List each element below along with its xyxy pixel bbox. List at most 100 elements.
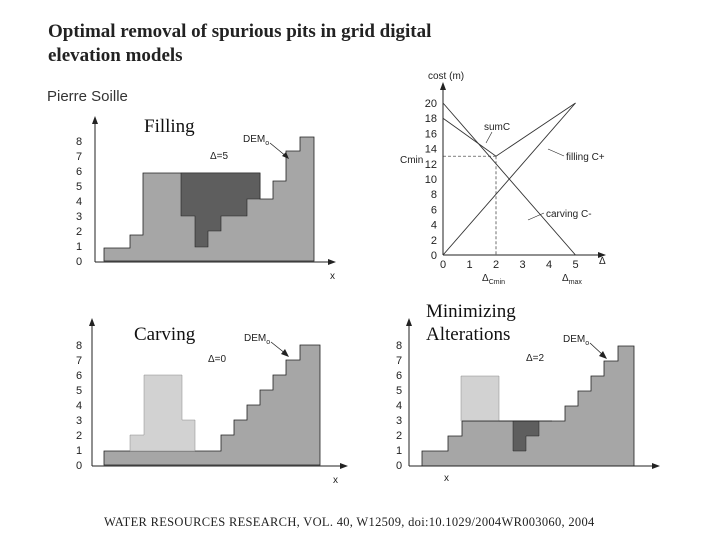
filling-cplus-label: filling C+ — [566, 152, 605, 163]
minimizing-ytick: 1 — [396, 445, 402, 457]
author: Pierre Soille — [47, 88, 128, 105]
minimizing-dem-label: DEMo — [563, 334, 589, 347]
carving-ytick: 6 — [76, 370, 82, 382]
filling-delta: Δ=5 — [210, 151, 229, 162]
cost-series-line-2 — [442, 102, 576, 256]
carving-panel: x 0 1 2 3 4 5 6 7 8 DEMo Δ=0 — [76, 318, 348, 486]
carving-dem-arrowhead — [281, 349, 289, 357]
carving-delta: Δ=0 — [208, 354, 227, 365]
cost-x-label: Δ — [599, 256, 606, 267]
cost-guides — [443, 155, 497, 255]
minimizing-delta: Δ=2 — [526, 353, 545, 364]
filling-ytick: 0 — [76, 256, 82, 268]
filling-ytick: 1 — [76, 241, 82, 253]
minimizing-label-line-2: Alterations — [426, 324, 511, 345]
filling-leader — [547, 148, 565, 157]
cost-ytick: 6 — [431, 204, 437, 216]
minimizing-carved-bump — [460, 375, 500, 422]
filling-y-ticks: 0 1 2 3 4 5 6 7 8 — [76, 136, 82, 268]
cost-x-arrow — [598, 252, 606, 258]
cost-x-ticks: 0 1 2 3 4 5 — [440, 259, 579, 271]
minimizing-ytick: 7 — [396, 355, 402, 367]
minimizing-dem-terrain — [421, 345, 635, 467]
carving-ytick: 7 — [76, 355, 82, 367]
filling-x-arrow — [328, 259, 336, 265]
filling-ytick: 3 — [76, 211, 82, 223]
carving-dem-label: DEMo — [244, 333, 270, 346]
minimizing-label-line-1: Minimizing — [426, 301, 516, 322]
filling-ytick: 6 — [76, 166, 82, 178]
filling-ytick: 4 — [76, 196, 82, 208]
delta-max-label: Δmax — [562, 273, 582, 286]
carving-x-arrow — [340, 463, 348, 469]
cost-ytick: 0 — [431, 250, 437, 262]
carving-ytick: 4 — [76, 400, 82, 412]
minimizing-dem-arrowhead — [599, 351, 607, 359]
minimizing-x-arrow — [652, 463, 660, 469]
carving-leader — [527, 212, 545, 221]
carving-ytick: 5 — [76, 385, 82, 397]
minimizing-ytick: 8 — [396, 340, 402, 352]
minimizing-ytick: 5 — [396, 385, 402, 397]
filling-y-arrow — [92, 116, 98, 124]
carving-ytick: 1 — [76, 445, 82, 457]
cost-ytick: 12 — [425, 159, 437, 171]
filling-panel: x 0 1 2 3 4 5 6 7 8 DEMo Δ=5 — [76, 116, 336, 282]
cost-y-arrow — [440, 82, 446, 90]
minimizing-dem-profile — [421, 345, 635, 467]
filling-dem-terrain — [103, 136, 315, 262]
carving-dem-terrain — [103, 344, 321, 466]
cost-ytick: 2 — [431, 235, 437, 247]
cost-xtick: 5 — [572, 259, 578, 271]
carving-ytick: 3 — [76, 415, 82, 427]
carving-y-arrow — [89, 318, 95, 326]
minimizing-ytick: 6 — [396, 370, 402, 382]
cost-ytick: 4 — [431, 220, 437, 232]
minimizing-x-label: x — [444, 473, 449, 484]
filling-ytick: 2 — [76, 226, 82, 238]
cost-xtick: 4 — [546, 259, 552, 271]
carving-ytick: 8 — [76, 340, 82, 352]
carving-dem-profile — [103, 344, 321, 466]
title-line-1: Optimal removal of spurious pits in grid… — [48, 21, 432, 42]
cost-ytick: 20 — [425, 98, 437, 110]
carving-original-bump — [129, 374, 196, 452]
filling-ytick: 7 — [76, 151, 82, 163]
filling-dem-label: DEMo — [243, 134, 269, 147]
cost-ytick: 10 — [425, 174, 437, 186]
cost-ytick: 16 — [425, 128, 437, 140]
minimizing-ytick: 4 — [396, 400, 402, 412]
carving-x-label: x — [333, 475, 338, 486]
minimizing-label: Minimizing Alterations — [426, 300, 516, 346]
cost-cmin-label: Cmin — [400, 155, 423, 166]
filling-filled-area — [180, 172, 261, 248]
minimizing-ytick: 0 — [396, 460, 402, 472]
carving-cminus-label: carving C- — [546, 209, 592, 220]
carving-ytick: 2 — [76, 430, 82, 442]
carving-y-ticks: 0 1 2 3 4 5 6 7 8 — [76, 340, 82, 472]
citation: WATER RESOURCES RESEARCH, VOL. 40, W1250… — [104, 515, 595, 529]
filling-ytick: 5 — [76, 181, 82, 193]
minimizing-ytick: 3 — [396, 415, 402, 427]
paper-title: Optimal removal of spurious pits in grid… — [48, 20, 528, 68]
title-line-2: elevation models — [48, 45, 183, 66]
cost-xtick: 2 — [493, 259, 499, 271]
cost-xtick: 0 — [440, 259, 446, 271]
minimizing-panel: x 0 1 2 3 4 5 6 7 8 DEMo Δ=2 — [396, 318, 660, 484]
cost-ytick: 8 — [431, 189, 437, 201]
filling-x-label: x — [330, 271, 335, 282]
minimizing-y-ticks: 0 1 2 3 4 5 6 7 8 — [396, 340, 402, 472]
minimizing-ytick: 2 — [396, 430, 402, 442]
carving-label: Carving — [134, 324, 196, 345]
cost-xtick: 1 — [466, 259, 472, 271]
cost-ytick: 18 — [425, 113, 437, 125]
carving-ytick: 0 — [76, 460, 82, 472]
filling-label: Filling — [144, 116, 195, 137]
minimizing-y-arrow — [406, 318, 412, 326]
sumc-leader — [485, 131, 493, 144]
delta-cmin-label: ΔCmin — [482, 273, 505, 286]
filling-ytick: 8 — [76, 136, 82, 148]
filling-dem-arrowhead — [282, 152, 289, 159]
